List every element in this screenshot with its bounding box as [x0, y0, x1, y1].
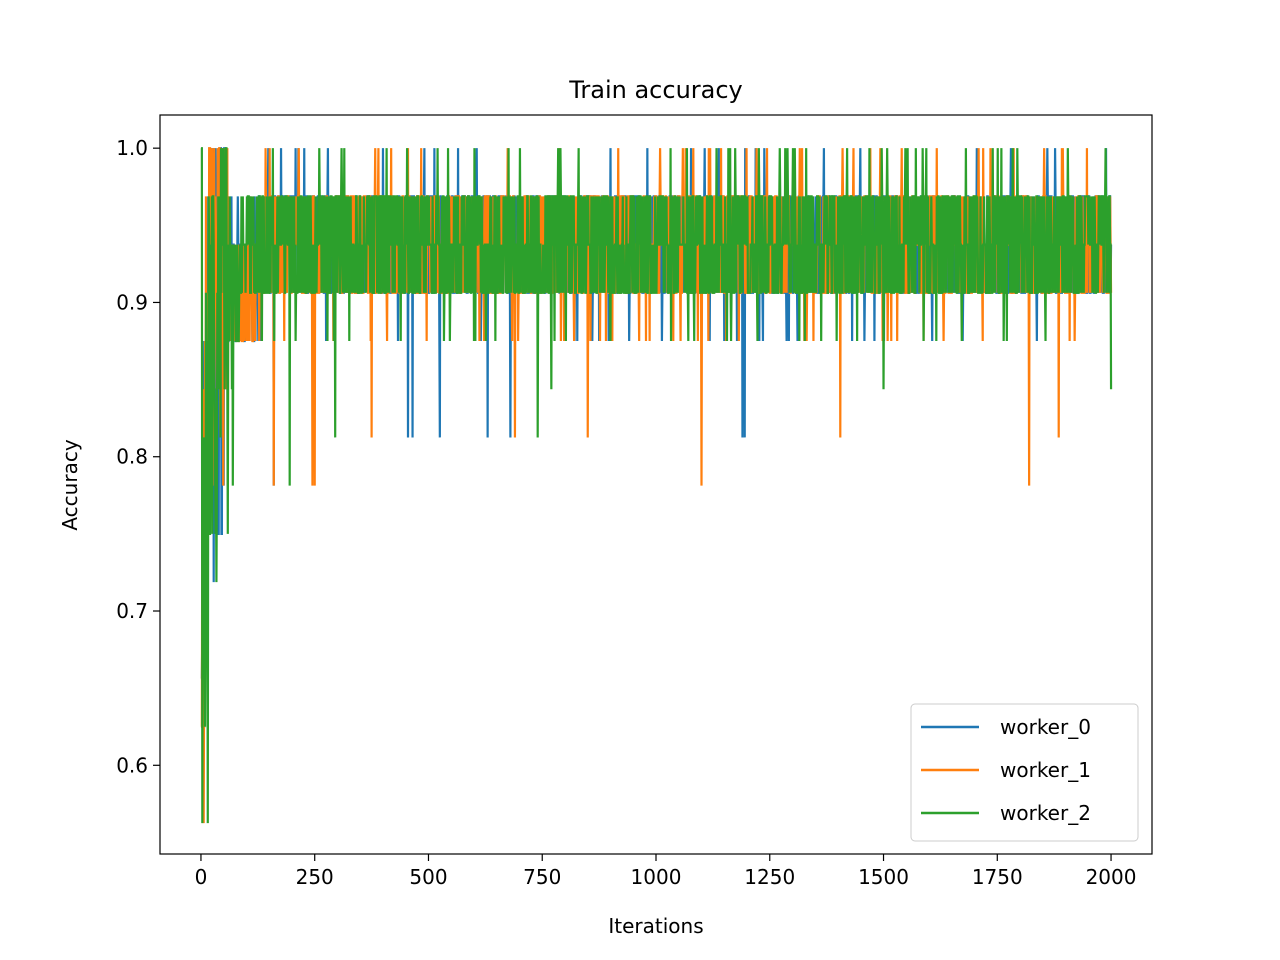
chart-title: Train accuracy	[568, 76, 743, 104]
x-tick-label: 1750	[972, 865, 1023, 889]
series-line-worker-2	[200, 147, 1113, 824]
x-tick-label: 1500	[858, 865, 909, 889]
x-axis-ticks: 0 250 500 750 1000 1250 1500 1750 2000	[195, 854, 1137, 889]
y-tick-label: 0.7	[116, 599, 148, 623]
legend-box	[910, 703, 1139, 842]
x-tick-label: 0	[195, 865, 208, 889]
y-tick-label: 0.6	[116, 753, 148, 777]
legend-label: worker_1	[1000, 758, 1091, 782]
x-tick-label: 750	[523, 865, 561, 889]
y-axis-label: Accuracy	[58, 439, 82, 530]
x-tick-label: 1250	[744, 865, 795, 889]
y-tick-label: 0.8	[116, 445, 148, 469]
x-tick-label: 1000	[631, 865, 682, 889]
legend-label: worker_2	[1000, 801, 1091, 825]
series-layer	[200, 147, 1113, 824]
x-axis-label: Iterations	[608, 914, 703, 938]
y-tick-label: 0.9	[116, 290, 148, 314]
x-tick-label: 250	[296, 865, 334, 889]
y-tick-label: 1.0	[116, 136, 148, 160]
y-axis-ticks: 0.6 0.7 0.8 0.9 1.0	[116, 136, 160, 777]
x-tick-label: 500	[409, 865, 447, 889]
legend-label: worker_0	[1000, 715, 1091, 739]
legend: worker_0 worker_1 worker_2	[910, 703, 1139, 842]
x-tick-label: 2000	[1086, 865, 1137, 889]
